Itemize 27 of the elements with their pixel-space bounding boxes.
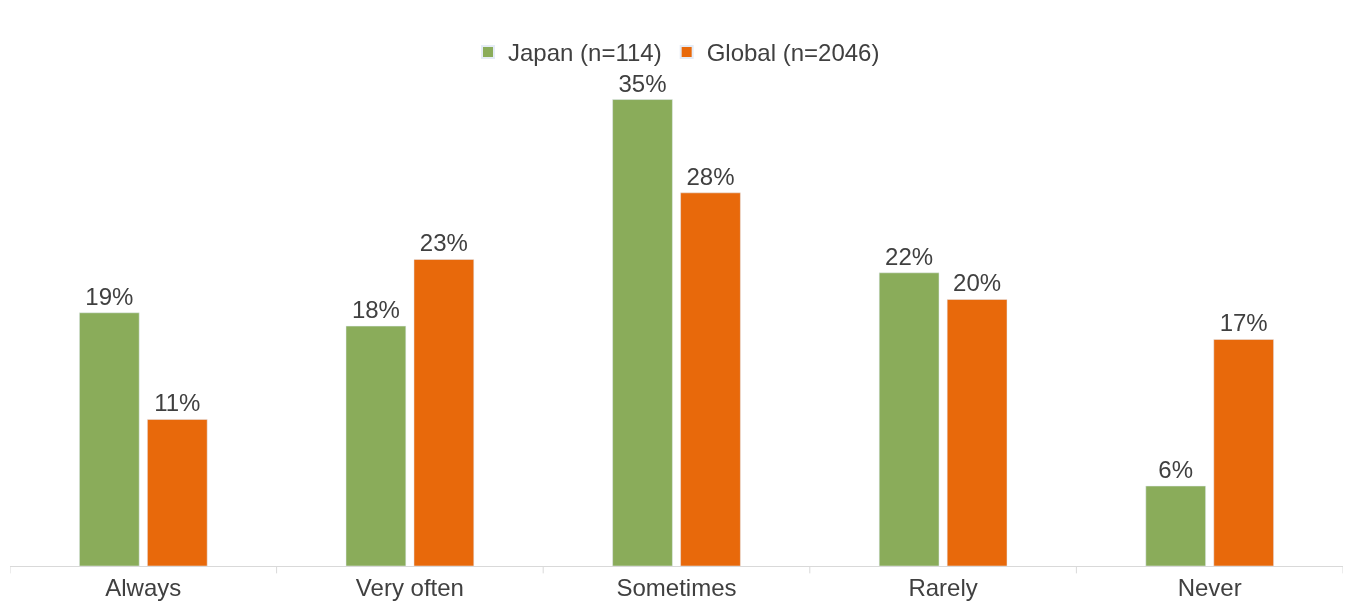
bar (79, 312, 140, 566)
data-label: 23% (419, 229, 468, 257)
data-label: 22% (885, 242, 934, 270)
bar (1145, 485, 1206, 566)
bar (1213, 339, 1274, 566)
data-label: 35% (618, 69, 667, 97)
legend-label: Global (n=2046) (706, 39, 880, 67)
x-tick-label: Rarely (908, 573, 978, 601)
x-tick-label: Very often (355, 573, 464, 601)
data-label: 6% (1158, 456, 1194, 484)
legend-label: Japan (n=114) (508, 39, 662, 67)
bar (612, 99, 673, 566)
data-label: 20% (953, 269, 1002, 297)
x-tick-label: Always (105, 573, 182, 601)
data-label: 17% (1219, 309, 1268, 337)
bar (413, 259, 475, 566)
data-label: 28% (686, 162, 735, 190)
x-tick-label: Sometimes (616, 573, 737, 601)
data-label: 19% (85, 282, 134, 310)
bar (147, 419, 208, 566)
bar (680, 192, 741, 566)
bar (878, 272, 940, 566)
x-tick-label: Never (1177, 573, 1242, 601)
data-label: 11% (154, 389, 201, 417)
bar (345, 325, 407, 566)
data-label: 18% (351, 296, 400, 324)
bar (946, 299, 1008, 566)
